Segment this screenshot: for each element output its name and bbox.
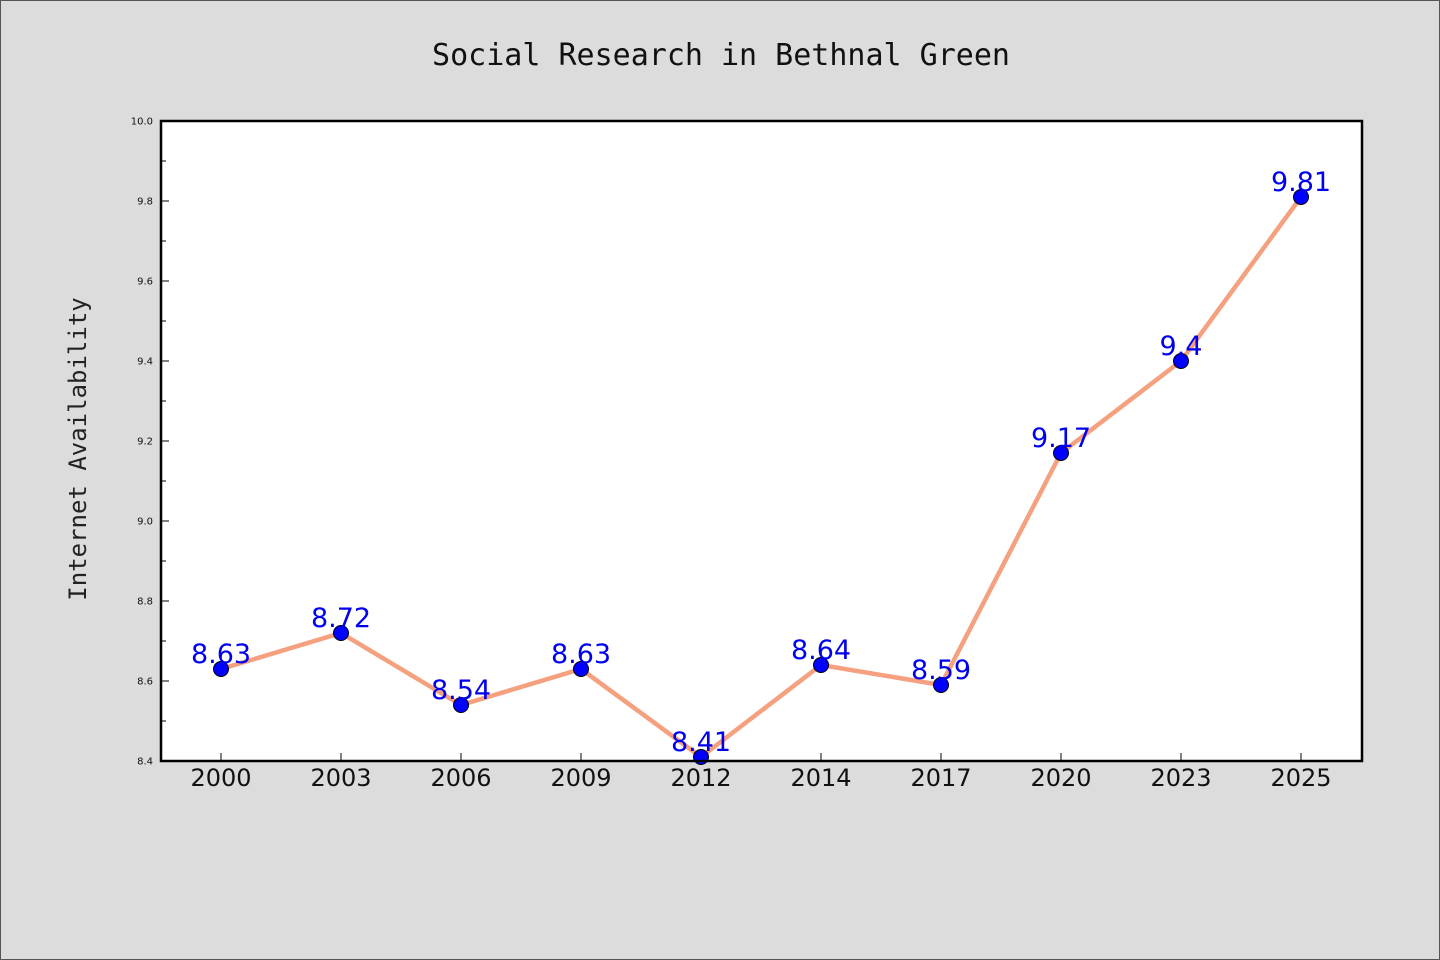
- data-point: [453, 697, 469, 713]
- x-tick-label: 2017: [910, 764, 971, 792]
- x-tick-label: 2000: [190, 764, 251, 792]
- y-tick-label: 9.6: [137, 277, 153, 288]
- x-axis: 2000 2003 2006 2009 2012 2014 2017 2020 2023 2025: [190, 753, 1332, 792]
- y-tick-label: 9.8: [137, 197, 153, 208]
- x-tick-label: 2009: [550, 764, 611, 792]
- y-tick-label: 10.0: [131, 117, 153, 128]
- data-label: 8.63: [551, 639, 611, 670]
- data-point: [213, 661, 229, 677]
- y-tick-label: 8.6: [137, 677, 153, 688]
- data-point: [573, 661, 589, 677]
- y-tick-label: 9.4: [137, 357, 153, 368]
- plot-area: [161, 121, 1362, 761]
- x-tick-label: 2025: [1270, 764, 1331, 792]
- data-label: 8.63: [191, 639, 251, 670]
- x-tick-label: 2020: [1030, 764, 1091, 792]
- data-labels-group: 8.63 8.72 8.54 8.63 8.41 8.64 8.59 9.17 9.4 9.81: [191, 167, 1331, 758]
- y-tick-label: 9.2: [137, 437, 153, 448]
- data-point: [1053, 445, 1069, 461]
- series-line-group: [218, 194, 1304, 760]
- x-tick-label: 2006: [430, 764, 491, 792]
- chart-title: Social Research in Bethnal Green: [432, 38, 1010, 73]
- data-point: [1173, 353, 1189, 369]
- data-label: 8.59: [911, 655, 971, 686]
- data-point: [1293, 189, 1309, 205]
- x-tick-label: 2014: [790, 764, 851, 792]
- data-point: [333, 625, 349, 641]
- data-label: 8.54: [431, 675, 491, 706]
- y-tick-label: 8.4: [137, 757, 153, 768]
- data-point: [933, 677, 949, 693]
- data-label: 9.81: [1271, 167, 1331, 198]
- plot-frame: [159, 119, 1364, 763]
- data-label: 8.64: [791, 635, 851, 666]
- x-tick-label: 2012: [670, 764, 731, 792]
- y-tick-label: 8.8: [137, 597, 153, 608]
- y-axis: 8.4 8.6 8.8 9.0 9.2 9.4 9.6 9.8 10.0: [131, 117, 169, 768]
- x-tick-label: 2003: [310, 764, 371, 792]
- data-point: [813, 657, 829, 673]
- data-label: 8.41: [671, 727, 731, 758]
- data-label: 9.4: [1160, 331, 1203, 362]
- y-tick-label: 9.0: [137, 517, 153, 528]
- x-tick-label: 2023: [1150, 764, 1211, 792]
- series-line: [218, 194, 1304, 760]
- data-label: 9.17: [1031, 423, 1091, 454]
- y-axis-label: Internet Availability: [64, 297, 92, 600]
- data-label: 8.72: [311, 603, 371, 634]
